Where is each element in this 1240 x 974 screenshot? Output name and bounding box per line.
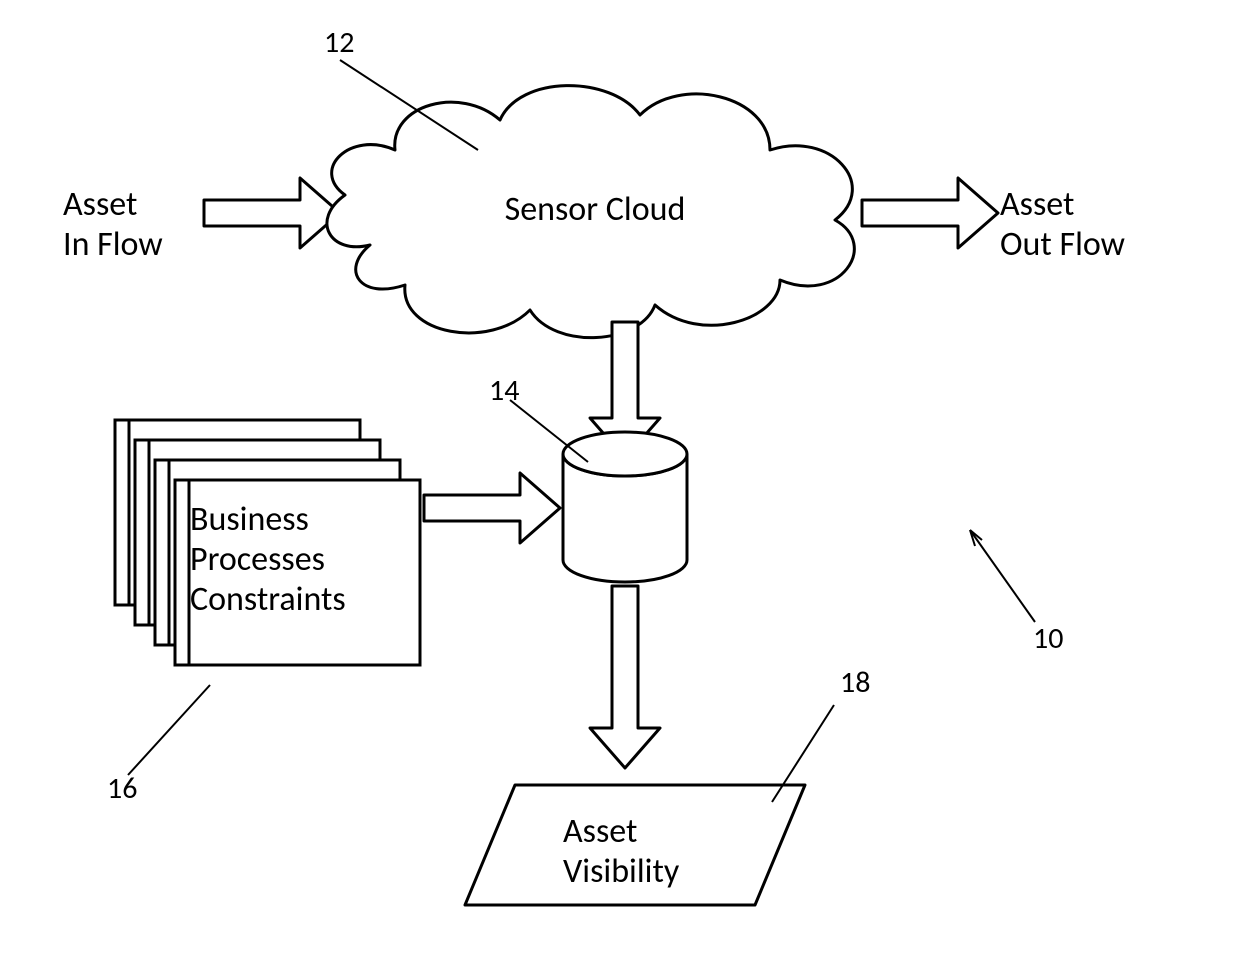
documents-label: Processes: [190, 539, 325, 580]
asset-in-label: Asset: [63, 184, 137, 225]
arrow-asset-out: [862, 178, 998, 248]
asset-visibility-label: Visibility: [563, 851, 680, 892]
arrow-docs-to-db: [424, 473, 560, 543]
asset-out-label: Out Flow: [1000, 224, 1125, 265]
documents-label: Business: [190, 499, 309, 540]
sensor-cloud-label: Sensor Cloud: [505, 189, 686, 230]
ref-16: 16: [107, 770, 137, 807]
ref-18: 18: [840, 664, 870, 701]
leader-16: [128, 685, 210, 775]
arrow-db-to-output: [590, 586, 660, 768]
ref-10: 10: [1033, 620, 1063, 657]
arrow-asset-in: [204, 178, 340, 248]
asset-visibility-label: Asset: [563, 811, 637, 852]
diagram-canvas: AssetIn FlowAssetOut FlowSensor Cloud121…: [0, 0, 1240, 974]
asset-in-label: In Flow: [63, 224, 163, 265]
ref-12: 12: [324, 24, 354, 61]
ref-14: 14: [489, 372, 519, 409]
leader-14: [510, 400, 588, 462]
database-top: [563, 432, 687, 476]
asset-out-label: Asset: [1000, 184, 1074, 225]
leader-10: [970, 530, 1035, 622]
documents-label: Constraints: [190, 579, 346, 620]
